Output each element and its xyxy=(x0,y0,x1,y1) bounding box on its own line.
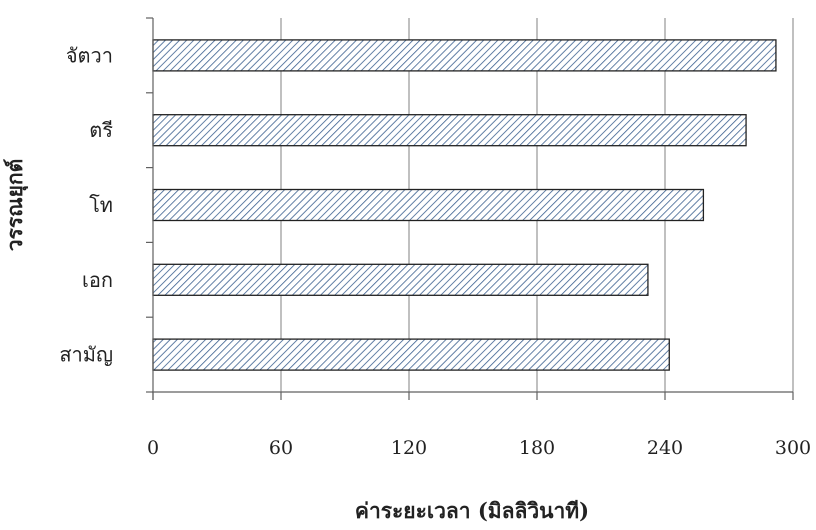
x-tick-label-3: 180 xyxy=(519,437,555,459)
y-axis-title: วรรณยุกต์ xyxy=(2,159,29,252)
bar-3 xyxy=(152,263,649,296)
category-label-2: โท xyxy=(89,193,113,217)
category-label-3: เอก xyxy=(82,268,113,292)
x-tick-label-5: 300 xyxy=(775,437,811,459)
bar-2 xyxy=(152,188,705,222)
x-tick-label-2: 120 xyxy=(391,437,427,459)
bar-1 xyxy=(152,114,747,147)
category-label-4: สามัญ xyxy=(59,343,113,367)
x-tick-label-0: 0 xyxy=(147,437,159,459)
bar-4 xyxy=(152,338,670,371)
x-axis-title: ค่าระยะเวลา (มิลลิวินาที) xyxy=(355,498,589,523)
bars xyxy=(152,39,777,371)
axes xyxy=(146,17,794,400)
category-label-0: จัตวา xyxy=(66,43,113,67)
category-label-1: ตรี xyxy=(89,118,113,142)
x-tick-label-4: 240 xyxy=(647,437,683,459)
bar-0 xyxy=(152,39,777,72)
x-tick-label-1: 60 xyxy=(269,437,293,459)
